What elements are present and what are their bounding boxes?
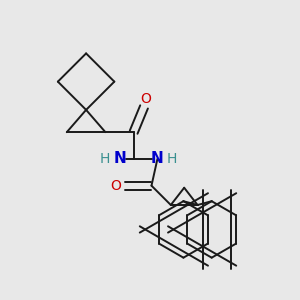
Text: O: O (110, 179, 121, 193)
Text: N: N (151, 152, 164, 166)
Text: H: H (167, 152, 177, 166)
Text: O: O (140, 92, 151, 106)
Text: H: H (100, 152, 110, 166)
Text: N: N (114, 152, 127, 166)
